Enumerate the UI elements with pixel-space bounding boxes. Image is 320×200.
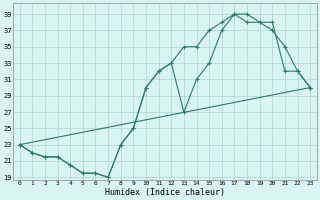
X-axis label: Humidex (Indice chaleur): Humidex (Indice chaleur): [105, 188, 225, 197]
